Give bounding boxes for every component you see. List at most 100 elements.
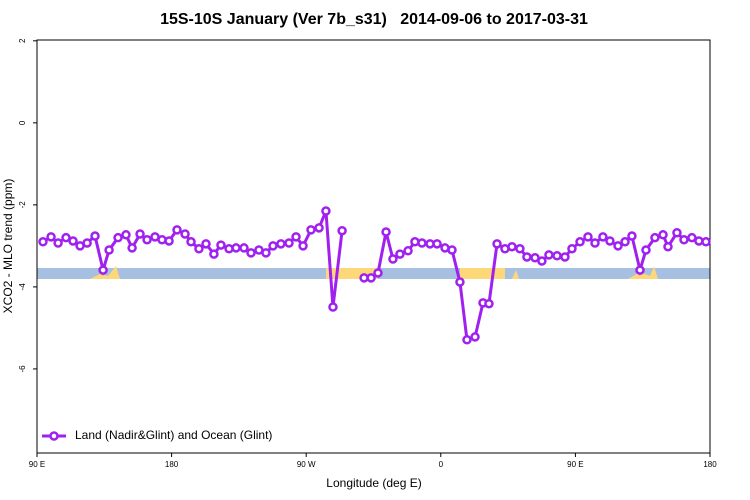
data-point xyxy=(650,232,660,243)
data-point xyxy=(417,238,427,248)
data-point xyxy=(68,236,78,246)
x-tick-label: 90 W xyxy=(297,460,316,469)
data-point xyxy=(291,232,301,242)
data-point xyxy=(284,238,294,248)
data-point xyxy=(186,237,196,247)
data-point xyxy=(82,238,92,248)
data-point xyxy=(575,237,585,247)
data-point xyxy=(216,240,226,250)
data-point xyxy=(135,229,145,239)
land-band xyxy=(90,266,120,279)
y-tick-label: -4 xyxy=(18,283,27,291)
data-point xyxy=(172,225,182,235)
data-point xyxy=(53,238,63,248)
x-axis-label: Longitude (deg E) xyxy=(326,476,421,490)
data-point xyxy=(544,250,554,260)
data-point xyxy=(560,252,570,262)
y-tick-label: 2 xyxy=(18,38,27,43)
data-point xyxy=(598,232,608,242)
data-point xyxy=(701,237,711,247)
data-point xyxy=(314,223,324,233)
data-point xyxy=(142,234,152,245)
series-line xyxy=(42,210,344,308)
data-point xyxy=(583,232,593,242)
data-point xyxy=(246,248,256,258)
data-point xyxy=(328,302,338,312)
data-point xyxy=(679,234,689,245)
data-point xyxy=(590,238,600,248)
chart-title: 15S-10S January (Ver 7b_s31) 2014-09-06 … xyxy=(160,11,588,28)
legend-marker xyxy=(49,431,59,441)
data-point xyxy=(658,230,668,240)
data-point xyxy=(306,225,316,235)
data-point xyxy=(455,277,465,287)
data-point xyxy=(627,231,637,241)
x-tick-label: 90 E xyxy=(29,460,45,469)
plot-frame xyxy=(36,39,711,454)
data-point xyxy=(687,232,697,243)
data-point xyxy=(381,227,391,237)
data-point xyxy=(337,225,347,236)
land-band xyxy=(512,270,519,279)
data-point xyxy=(321,206,331,216)
data-point xyxy=(113,232,123,243)
data-point xyxy=(635,265,645,275)
data-point xyxy=(239,243,249,253)
data-point xyxy=(201,239,211,249)
data-point xyxy=(388,254,398,264)
data-point xyxy=(46,232,56,242)
data-point xyxy=(298,241,308,251)
data-point xyxy=(507,241,517,252)
data-point xyxy=(484,298,494,309)
data-point xyxy=(432,239,442,249)
land-band xyxy=(460,268,505,279)
data-point xyxy=(462,335,472,345)
data-point xyxy=(121,230,131,240)
data-point xyxy=(127,243,137,253)
x-tick-label: 0 xyxy=(439,460,444,469)
x-tick-label: 90 E xyxy=(567,460,583,469)
data-point xyxy=(613,241,623,251)
data-point xyxy=(194,244,204,254)
data-point xyxy=(98,265,108,275)
data-point xyxy=(537,256,547,266)
legend-label: Land (Nadir&Glint) and Ocean (Glint) xyxy=(75,428,272,442)
data-point xyxy=(641,245,651,255)
y-tick-label: -2 xyxy=(18,201,27,209)
data-point xyxy=(209,249,219,259)
data-point xyxy=(447,245,457,255)
data-point xyxy=(231,243,241,253)
data-point xyxy=(620,237,630,247)
y-axis-label: XCO2 - MLO trend (ppm) xyxy=(1,179,15,314)
data-point xyxy=(373,268,383,278)
x-tick-label: 180 xyxy=(165,460,179,469)
data-point xyxy=(276,239,286,249)
data-point xyxy=(403,246,413,256)
land-band xyxy=(326,268,378,279)
data-point xyxy=(104,245,114,255)
series-line xyxy=(364,230,707,342)
data-point xyxy=(672,228,682,238)
data-point xyxy=(522,252,532,262)
x-tick-label: 180 xyxy=(703,460,717,469)
data-point xyxy=(605,236,615,246)
data-point xyxy=(261,248,271,258)
data-point xyxy=(61,232,71,243)
data-point xyxy=(268,241,278,251)
y-tick-label: 0 xyxy=(18,120,27,125)
data-point xyxy=(515,244,525,254)
data-point xyxy=(552,250,562,261)
y-tick-label: -6 xyxy=(18,365,27,373)
land-band xyxy=(628,266,658,279)
data-point xyxy=(663,241,673,252)
data-point xyxy=(90,231,100,241)
data-point xyxy=(38,237,48,247)
data-point xyxy=(164,236,174,246)
data-point xyxy=(567,244,577,254)
data-point xyxy=(470,332,480,342)
data-point xyxy=(366,273,376,283)
data-point xyxy=(395,249,405,259)
data-point xyxy=(180,229,190,239)
data-point xyxy=(492,239,502,249)
